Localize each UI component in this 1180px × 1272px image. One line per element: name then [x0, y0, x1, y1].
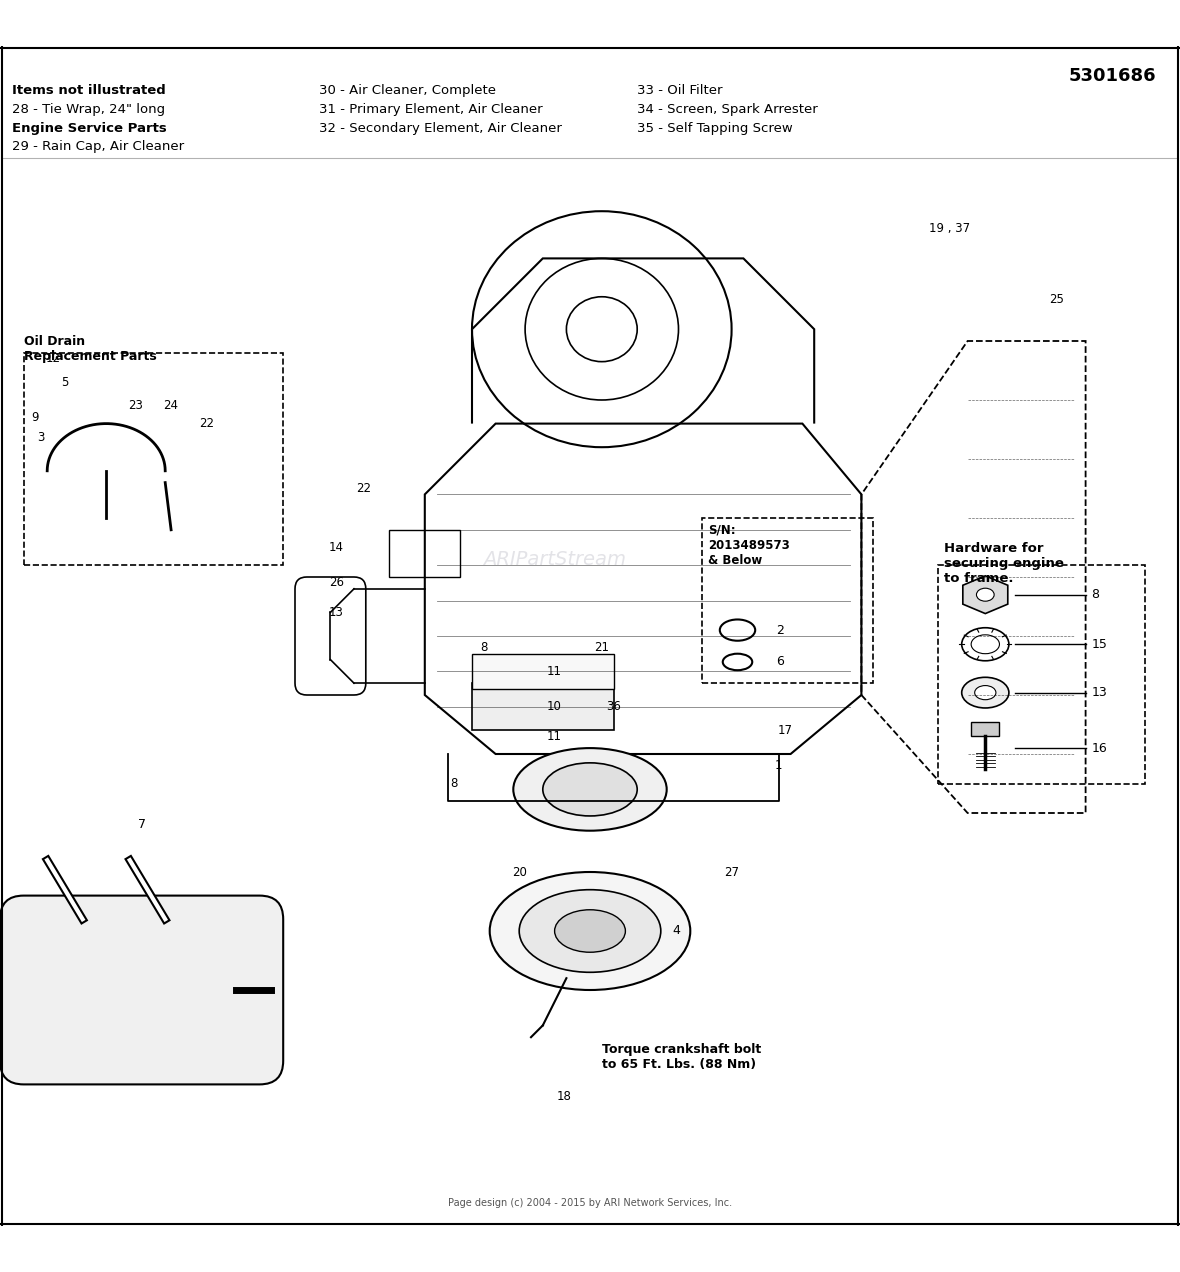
Text: 5301686: 5301686 [1069, 67, 1156, 85]
Text: 9: 9 [32, 411, 39, 424]
Text: 14: 14 [329, 541, 343, 555]
Ellipse shape [513, 748, 667, 831]
Text: 35 - Self Tapping Screw: 35 - Self Tapping Screw [637, 122, 793, 135]
Ellipse shape [519, 889, 661, 972]
Text: 12: 12 [46, 352, 60, 365]
Text: 11: 11 [548, 730, 562, 743]
Text: 1: 1 [775, 759, 782, 772]
Text: Oil Drain
Replacement Parts: Oil Drain Replacement Parts [24, 335, 156, 363]
Text: 26: 26 [329, 576, 343, 589]
Text: 4: 4 [673, 925, 681, 937]
Text: 15: 15 [1092, 637, 1107, 651]
Ellipse shape [962, 677, 1009, 709]
Text: Hardware for
securing engine
to frame.: Hardware for securing engine to frame. [944, 542, 1064, 585]
Text: 36: 36 [607, 701, 621, 714]
Text: Engine Service Parts: Engine Service Parts [12, 122, 166, 135]
Text: 21: 21 [595, 641, 609, 654]
Text: ARIPartStream: ARIPartStream [483, 550, 627, 569]
Text: 27: 27 [725, 865, 739, 879]
Text: 17: 17 [778, 724, 792, 736]
Text: 10: 10 [548, 701, 562, 714]
Polygon shape [971, 722, 999, 736]
Ellipse shape [971, 635, 999, 654]
Text: 13: 13 [1092, 686, 1107, 700]
Polygon shape [963, 576, 1008, 613]
Text: 5: 5 [61, 375, 68, 389]
Text: 19 , 37: 19 , 37 [930, 223, 970, 235]
Ellipse shape [555, 909, 625, 953]
Text: 11: 11 [548, 665, 562, 678]
Text: 28 - Tie Wrap, 24" long: 28 - Tie Wrap, 24" long [12, 103, 165, 116]
Text: 3: 3 [38, 431, 45, 444]
Text: Page design (c) 2004 - 2015 by ARI Network Services, Inc.: Page design (c) 2004 - 2015 by ARI Netwo… [448, 1198, 732, 1208]
Text: 7: 7 [138, 818, 145, 832]
Text: 8: 8 [451, 777, 458, 790]
Text: 8: 8 [1092, 588, 1100, 602]
Ellipse shape [490, 873, 690, 990]
Text: 22: 22 [199, 417, 214, 430]
Text: 30 - Air Cleaner, Complete: 30 - Air Cleaner, Complete [319, 84, 496, 97]
Text: 16: 16 [1092, 742, 1107, 754]
Text: 2: 2 [776, 623, 785, 636]
FancyBboxPatch shape [0, 895, 283, 1085]
Text: Items not illustrated: Items not illustrated [12, 84, 165, 97]
Text: 33 - Oil Filter: 33 - Oil Filter [637, 84, 722, 97]
Text: 32 - Secondary Element, Air Cleaner: 32 - Secondary Element, Air Cleaner [319, 122, 562, 135]
Ellipse shape [566, 296, 637, 361]
Text: 31 - Primary Element, Air Cleaner: 31 - Primary Element, Air Cleaner [319, 103, 543, 116]
Text: 29 - Rain Cap, Air Cleaner: 29 - Rain Cap, Air Cleaner [12, 140, 184, 154]
Text: 23: 23 [129, 399, 143, 412]
Ellipse shape [543, 763, 637, 815]
Ellipse shape [975, 686, 996, 700]
FancyBboxPatch shape [472, 683, 614, 730]
Text: 24: 24 [164, 399, 178, 412]
Text: 8: 8 [480, 641, 487, 654]
Text: 20: 20 [512, 865, 526, 879]
Text: 18: 18 [557, 1090, 571, 1103]
Ellipse shape [976, 588, 994, 602]
Text: 25: 25 [1049, 294, 1063, 307]
Text: 22: 22 [356, 482, 371, 495]
Text: 6: 6 [776, 655, 785, 669]
FancyBboxPatch shape [472, 654, 614, 689]
Text: 13: 13 [329, 605, 343, 619]
Text: Torque crankshaft bolt
to 65 Ft. Lbs. (88 Nm): Torque crankshaft bolt to 65 Ft. Lbs. (8… [602, 1043, 761, 1071]
Text: S/N:
2013489573
& Below: S/N: 2013489573 & Below [708, 524, 789, 567]
Text: 34 - Screen, Spark Arrester: 34 - Screen, Spark Arrester [637, 103, 818, 116]
